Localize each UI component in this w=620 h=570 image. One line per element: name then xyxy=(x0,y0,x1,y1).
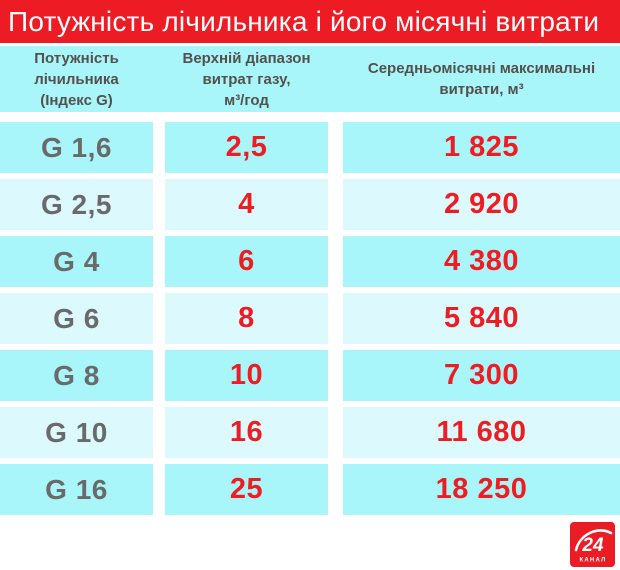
logo-channel-label: КАНАЛ xyxy=(580,558,607,564)
monthly-max-cell: 11 680 xyxy=(343,407,620,458)
table-row: G 2,5 4 2 920 xyxy=(0,179,620,230)
table-row: G 16 25 18 250 xyxy=(0,464,620,515)
column-header-upper-range: Верхній діапазон витрат газу, м³/год xyxy=(182,49,311,109)
monthly-max-cell: 5 840 xyxy=(343,293,620,344)
monthly-max-cell: 2 920 xyxy=(343,179,620,230)
table-row: G 8 10 7 300 xyxy=(0,350,620,401)
logo-background xyxy=(570,522,615,567)
column-header-meter-capacity: Потужність лічильника (Індекс G) xyxy=(34,49,119,109)
table-row: G 4 6 4 380 xyxy=(0,236,620,287)
upper-range-cell: 10 xyxy=(165,350,328,401)
title-banner: Потужність лічильника і його місячні вит… xyxy=(0,0,620,43)
meter-index-cell: G 8 xyxy=(0,350,153,401)
upper-range-cell: 8 xyxy=(165,293,328,344)
meter-index-cell: G 1,6 xyxy=(0,122,153,173)
meter-index-cell: G 6 xyxy=(0,293,153,344)
upper-range-cell: 6 xyxy=(165,236,328,287)
monthly-max-cell: 18 250 xyxy=(343,464,620,515)
channel-24-logo: 24 КАНАЛ xyxy=(570,522,615,567)
upper-range-cell: 4 xyxy=(165,179,328,230)
page-title: Потужність лічильника і його місячні вит… xyxy=(8,5,600,37)
monthly-max-cell: 7 300 xyxy=(343,350,620,401)
table-row: G 10 16 11 680 xyxy=(0,407,620,458)
column-header-monthly-max: Середньомісячні максимальні витрати, м³ xyxy=(367,60,596,98)
meter-index-cell: G 2,5 xyxy=(0,179,153,230)
logo-swoosh-icon xyxy=(574,529,613,552)
upper-range-cell: 25 xyxy=(165,464,328,515)
meter-index-cell: G 10 xyxy=(0,407,153,458)
table-row: G 6 8 5 840 xyxy=(0,293,620,344)
table-row: G 1,6 2,5 1 825 xyxy=(0,122,620,173)
monthly-max-cell: 1 825 xyxy=(343,122,620,173)
meter-index-cell: G 4 xyxy=(0,236,153,287)
upper-range-cell: 2,5 xyxy=(165,122,328,173)
monthly-max-cell: 4 380 xyxy=(343,236,620,287)
table-body: G 1,6 2,5 1 825 G 2,5 4 2 920 G 4 6 4 38… xyxy=(0,122,620,515)
upper-range-cell: 16 xyxy=(165,407,328,458)
logo-number: 24 xyxy=(581,535,604,556)
table-header-row: Потужність лічильника (Індекс G) Верхній… xyxy=(0,46,620,112)
meter-index-cell: G 16 xyxy=(0,464,153,515)
